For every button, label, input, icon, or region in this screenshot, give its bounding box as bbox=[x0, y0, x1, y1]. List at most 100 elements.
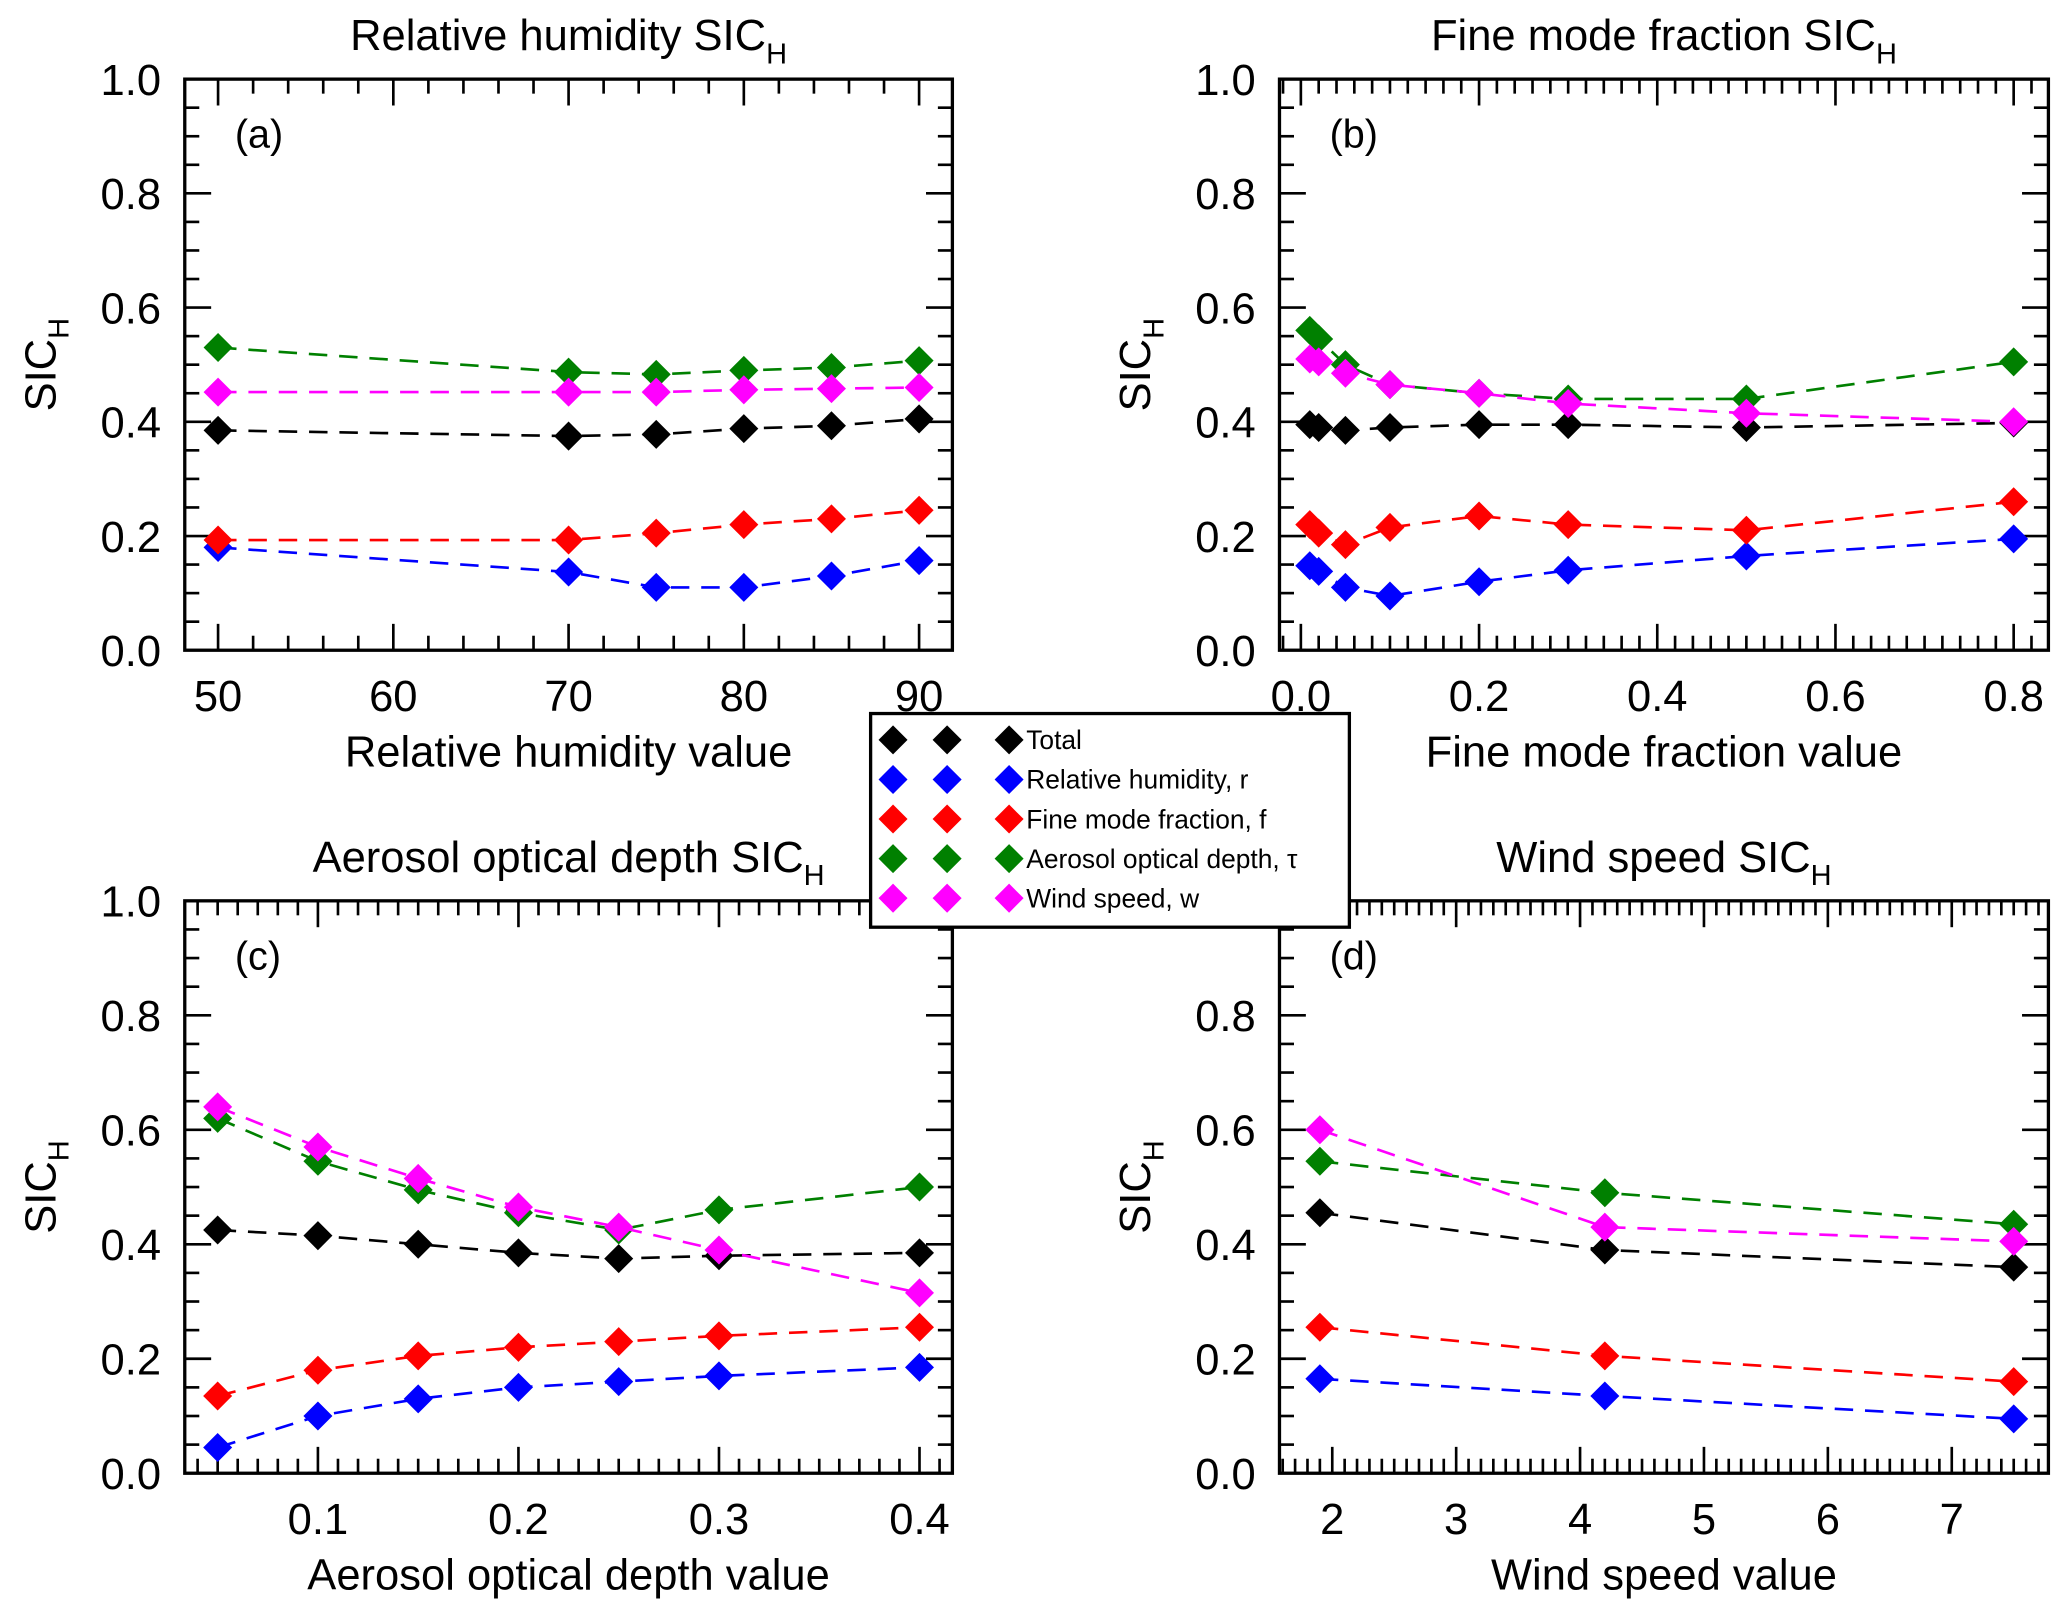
panel-c: Aerosol optical depth SICH0.00.20.40.60.… bbox=[18, 834, 955, 1599]
panel-a: Relative humidity SICH0.00.20.40.60.81.0… bbox=[18, 12, 955, 776]
data-point bbox=[203, 1092, 233, 1122]
data-point bbox=[403, 1341, 433, 1371]
data-point bbox=[816, 374, 846, 404]
data-point bbox=[1590, 1341, 1620, 1371]
series-line bbox=[217, 1117, 920, 1232]
data-point bbox=[1553, 389, 1583, 419]
series-line bbox=[1319, 1377, 2014, 1421]
data-point bbox=[203, 1432, 233, 1462]
data-point bbox=[1731, 541, 1761, 571]
data-point bbox=[1590, 1235, 1620, 1265]
x-tick-label: 0.8 bbox=[1983, 673, 2044, 721]
legend-marker bbox=[994, 883, 1024, 913]
data-point bbox=[604, 1244, 634, 1274]
data-point bbox=[203, 525, 233, 555]
data-point bbox=[1305, 1115, 1335, 1145]
y-tick-label: 0.2 bbox=[101, 1337, 161, 1385]
y-tick-label: 0.2 bbox=[1195, 1337, 1256, 1385]
legend-label: Relative humidity, r bbox=[1026, 765, 1248, 795]
y-tick-label: 0.8 bbox=[1195, 993, 1256, 1041]
data-point bbox=[1464, 501, 1494, 531]
y-tick-label: 1.0 bbox=[101, 57, 161, 105]
legend-marker bbox=[994, 725, 1024, 755]
panel-d: Wind speed SICH0.00.20.40.60.81.0234567W… bbox=[1112, 834, 2051, 1599]
data-point bbox=[203, 415, 233, 445]
data-point bbox=[816, 353, 846, 383]
y-tick-label: 0.8 bbox=[1195, 171, 1256, 219]
data-point bbox=[1999, 1226, 2029, 1256]
ylabel-text: SIC bbox=[1112, 1161, 1160, 1234]
data-point bbox=[403, 1384, 433, 1414]
data-point bbox=[904, 546, 934, 576]
chart-title: Fine mode fraction SICH bbox=[1431, 12, 1897, 70]
data-point bbox=[1590, 1381, 1620, 1411]
data-point bbox=[816, 504, 846, 534]
legend-marker bbox=[932, 764, 962, 794]
data-point bbox=[1999, 407, 2029, 437]
y-tick-label: 0.4 bbox=[1195, 400, 1256, 448]
y-tick-label: 0.6 bbox=[101, 1108, 161, 1156]
data-point bbox=[1305, 1364, 1335, 1394]
data-point bbox=[604, 1367, 634, 1397]
data-point bbox=[904, 373, 934, 403]
data-point bbox=[1464, 378, 1494, 408]
data-point bbox=[203, 1381, 233, 1411]
legend-marker bbox=[932, 725, 962, 755]
data-point bbox=[704, 1361, 734, 1391]
y-tick-label: 0.2 bbox=[1195, 514, 1256, 562]
x-tick-label: 5 bbox=[1692, 1496, 1716, 1544]
y-axis-label: SICH bbox=[1112, 318, 1170, 412]
data-point bbox=[729, 355, 759, 385]
data-point bbox=[1305, 1312, 1335, 1342]
data-point bbox=[904, 1352, 935, 1382]
y-tick-label: 0.0 bbox=[1195, 628, 1256, 676]
data-point bbox=[1305, 1146, 1335, 1176]
data-point bbox=[1590, 1178, 1620, 1208]
data-point bbox=[1304, 556, 1334, 586]
series-line bbox=[1319, 1211, 2014, 1269]
legend-marker bbox=[878, 725, 908, 755]
y-axis-label: SICH bbox=[18, 318, 76, 412]
data-point bbox=[303, 1132, 333, 1162]
data-point bbox=[1553, 410, 1583, 440]
data-point bbox=[303, 1355, 333, 1385]
legend-marker bbox=[878, 844, 908, 874]
panel-label: (d) bbox=[1330, 934, 1378, 978]
y-tick-label: 0.4 bbox=[101, 1222, 161, 1270]
data-point bbox=[554, 557, 584, 587]
y-tick-label: 0.0 bbox=[101, 628, 161, 676]
series-line bbox=[1319, 1128, 2014, 1243]
data-point bbox=[303, 1221, 333, 1251]
title-text: Wind speed SIC bbox=[1496, 834, 1810, 882]
y-tick-label: 0.6 bbox=[101, 285, 161, 333]
x-tick-label: 0.4 bbox=[1627, 673, 1687, 721]
series-line bbox=[1309, 357, 2014, 424]
data-point bbox=[1375, 412, 1405, 443]
legend: Total Relative humidity, r Fine mode fract… bbox=[868, 711, 1352, 929]
data-point bbox=[904, 1312, 935, 1342]
legend-label: Aerosol optical depth, τ bbox=[1026, 844, 1298, 874]
y-tick-label: 0.2 bbox=[101, 514, 161, 562]
data-point bbox=[704, 1235, 734, 1265]
data-point bbox=[604, 1327, 634, 1357]
data-point bbox=[1999, 1367, 2029, 1397]
data-point bbox=[1375, 581, 1405, 611]
series-line bbox=[1308, 329, 2014, 401]
data-point bbox=[203, 333, 233, 363]
data-point bbox=[729, 375, 759, 405]
data-point bbox=[554, 377, 584, 407]
data-point bbox=[729, 572, 759, 602]
data-point bbox=[503, 1372, 533, 1402]
chart-title: Aerosol optical depth SICH bbox=[313, 834, 825, 892]
legend-marker bbox=[878, 764, 908, 794]
data-point bbox=[904, 346, 934, 376]
data-point bbox=[203, 377, 233, 407]
y-tick-label: 1.0 bbox=[101, 879, 161, 927]
x-tick-label: 0.2 bbox=[488, 1496, 549, 1544]
data-point bbox=[1305, 1198, 1335, 1228]
data-point bbox=[904, 1238, 935, 1268]
data-point bbox=[1330, 415, 1360, 445]
data-point bbox=[1553, 555, 1583, 585]
legend-marker bbox=[878, 883, 908, 913]
